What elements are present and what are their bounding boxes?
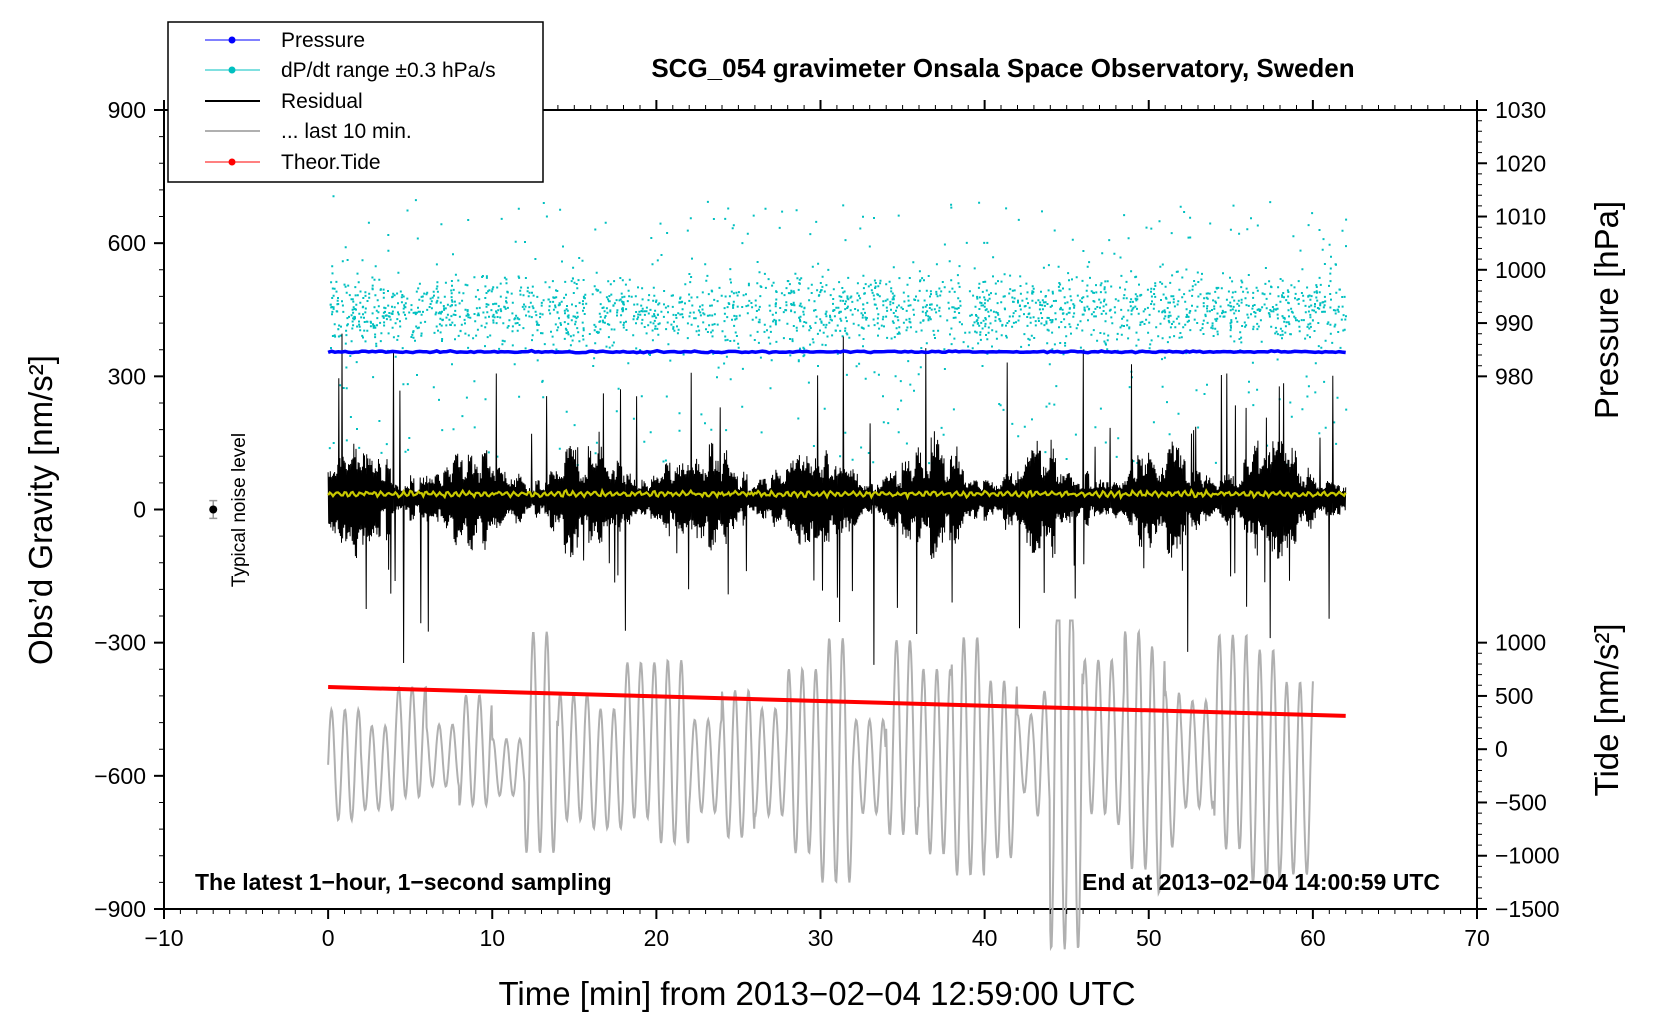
x-tick-label: 50	[1136, 925, 1162, 951]
legend-label-pressure: Pressure	[281, 29, 365, 52]
legend-item-last10: ... last 10 min.	[205, 120, 412, 143]
y-tide-tick-label: 1000	[1495, 630, 1546, 656]
y-left-tick-label: 900	[108, 97, 146, 123]
series-residual-line	[327, 333, 1347, 665]
x-tick-label: −10	[144, 925, 183, 951]
y-pressure-tick-label: 1020	[1495, 150, 1546, 176]
y-left-minor-ticks	[159, 109, 164, 910]
y-left-tick-label: 300	[108, 363, 146, 389]
legend-item-tide: Theor.Tide	[205, 151, 381, 174]
x-minor-ticks	[163, 105, 1478, 914]
x-tick-label: 70	[1464, 925, 1490, 951]
x-tick-label: 40	[972, 925, 998, 951]
y-pressure-tick-label: 980	[1495, 363, 1533, 389]
x-tick-label: 30	[808, 925, 834, 951]
x-tick-label: 10	[479, 925, 505, 951]
y-tide-tick-label: −1000	[1495, 843, 1560, 869]
legend-item-pressure: Pressure	[205, 29, 365, 52]
x-tick-label: 60	[1300, 925, 1326, 951]
y-pressure-tick-label: 1010	[1495, 204, 1546, 230]
legend-item-dpdt: dP/dt range ±0.3 hPa/s	[205, 59, 496, 82]
legend-item-residual: Residual	[205, 90, 363, 113]
y-tide-minor-ticks	[1477, 642, 1482, 910]
y-left-tick-label: −900	[94, 896, 146, 922]
y-tide-tick-label: 500	[1495, 683, 1533, 709]
axes-layer: −10 0 10 20 30 40 50 60 709006003000−300−600−900…	[94, 97, 1559, 951]
legend-box	[167, 21, 544, 183]
data-layer	[209, 195, 1348, 952]
y-left-tick-label: 0	[133, 497, 146, 523]
legend-label-residual: Residual	[281, 90, 363, 113]
y-tide-tick-label: −1500	[1495, 896, 1560, 922]
legend: Pressure dP/dt range ±0.3 hPa/s Residual…	[167, 21, 544, 183]
series-dpdt-dots	[328, 195, 1348, 466]
x-tick-label: 0	[322, 925, 335, 951]
y-tide-tick-label: 0	[1495, 736, 1508, 762]
legend-label-tide: Theor.Tide	[281, 151, 381, 174]
y-left-tick-label: −300	[94, 630, 146, 656]
noise-point	[209, 505, 218, 514]
series-dpdt-points	[328, 195, 1348, 466]
y-tide-tick-label: −500	[1495, 789, 1547, 815]
y-pressure-tick-label: 1030	[1495, 97, 1546, 123]
y-axis-label-pressure: Pressure [hPa]	[1588, 201, 1625, 419]
y-left-tick-label: −600	[94, 763, 146, 789]
y-axis-label-tide: Tide [nm/s²]	[1588, 624, 1625, 797]
legend-label-dpdt: dP/dt range ±0.3 hPa/s	[281, 59, 496, 82]
y-axis-label-gravity: Obs’d Gravity [nm/s²]	[22, 355, 59, 665]
series-pressure-line	[327, 348, 1346, 355]
noise-level-label: Typical noise level	[229, 433, 250, 587]
annotation-sampling: The latest 1−hour, 1−second sampling	[195, 869, 612, 895]
x-axis-label: Time [min] from 2013−02−04 12:59:00 UTC	[498, 975, 1135, 1012]
series-last10-line	[327, 619, 1314, 952]
y-pressure-minor-ticks	[1477, 109, 1482, 377]
y-pressure-tick-label: 990	[1495, 310, 1533, 336]
x-tick-label: 20	[644, 925, 670, 951]
series-residual-mean-line	[327, 487, 1347, 501]
chart-title: SCG_054 gravimeter Onsala Space Observat…	[651, 53, 1354, 83]
legend-label-last10: ... last 10 min.	[281, 120, 412, 143]
y-left-tick-label: 600	[108, 230, 146, 256]
annotation-end-time: End at 2013−02−04 14:00:59 UTC	[1082, 869, 1440, 895]
series-tide-line	[328, 685, 1346, 718]
y-pressure-tick-label: 1000	[1495, 257, 1546, 283]
